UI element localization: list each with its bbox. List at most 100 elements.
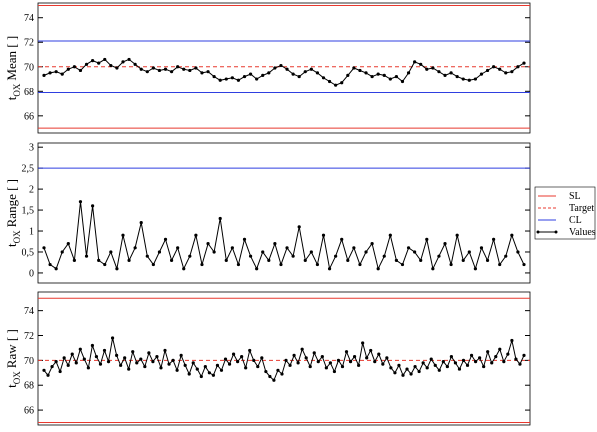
value-point (54, 267, 58, 271)
value-point (285, 246, 289, 250)
value-point (219, 368, 224, 372)
value-point (522, 262, 526, 267)
value-point (449, 71, 453, 75)
value-point (236, 262, 241, 267)
value-point (346, 73, 350, 77)
value-point (123, 356, 127, 360)
value-point (187, 372, 191, 376)
value-point (376, 72, 380, 76)
plot-frame (37, 2, 531, 134)
value-point (106, 360, 111, 364)
value-point (516, 250, 520, 254)
value-point (50, 364, 54, 369)
value-point (159, 366, 163, 370)
value-point (147, 351, 151, 355)
y-tick-label: 3 (29, 143, 34, 154)
value-point (443, 241, 447, 246)
value-point (394, 74, 399, 79)
value-point (437, 254, 441, 258)
value-point (58, 369, 62, 374)
value-point (365, 356, 369, 360)
y-tick-label: 0 (29, 268, 34, 279)
value-point (78, 200, 83, 204)
value-point (473, 77, 477, 81)
value-point (303, 70, 307, 74)
value-point (522, 61, 526, 65)
value-point (473, 267, 477, 271)
value-point (304, 356, 308, 360)
value-point (358, 262, 362, 267)
value-point (171, 358, 175, 362)
value-point (358, 68, 362, 73)
value-point (522, 353, 526, 357)
value-point (115, 267, 119, 271)
value-point (139, 221, 143, 225)
value-point (340, 81, 344, 85)
value-point (206, 70, 210, 74)
value-point (357, 363, 361, 367)
value-point (498, 67, 502, 71)
value-point (110, 336, 115, 340)
value-point (352, 66, 356, 70)
y-tick-label: 72 (24, 38, 34, 49)
value-point (206, 241, 210, 246)
value-point (94, 355, 99, 359)
value-point (327, 79, 332, 84)
value-point (200, 262, 204, 267)
value-point (449, 262, 453, 267)
value-point (244, 366, 248, 370)
value-point (167, 362, 171, 366)
value-point (321, 233, 326, 237)
value-point (261, 250, 265, 254)
value-point (127, 57, 131, 62)
value-point (437, 368, 441, 372)
values-line (43, 337, 525, 382)
value-point (394, 258, 399, 262)
value-point (324, 366, 328, 370)
value-point (157, 68, 162, 73)
value-point (518, 362, 522, 366)
y-label-rest: Range [ ] (4, 179, 19, 227)
value-point (425, 237, 429, 242)
value-point (175, 368, 179, 372)
value-point (98, 362, 103, 366)
value-point (242, 237, 247, 242)
value-point (155, 355, 159, 359)
value-point (413, 60, 417, 64)
legend-label: CL (569, 215, 582, 226)
value-point (272, 378, 276, 382)
value-point (46, 373, 50, 377)
value-point (109, 63, 113, 68)
y-tick-label: 1,5 (22, 206, 35, 217)
value-point (340, 364, 345, 369)
value-point (485, 258, 490, 262)
value-point (388, 233, 392, 237)
value-point (261, 73, 265, 77)
value-point (103, 57, 107, 62)
value-point (231, 352, 236, 356)
value-point (361, 341, 365, 345)
value-point (406, 71, 411, 75)
value-point (284, 358, 288, 362)
value-point (131, 350, 135, 354)
y-label-main: t (4, 243, 19, 247)
value-point (369, 348, 373, 353)
y-label-rest: Mean [ ] (4, 36, 19, 81)
value-point (78, 347, 82, 351)
value-point (291, 72, 295, 76)
plot-frame (37, 142, 531, 284)
value-point (419, 258, 423, 262)
value-point (121, 233, 125, 237)
value-point (84, 62, 89, 66)
value-point (327, 267, 332, 271)
value-point (315, 71, 320, 75)
value-point (400, 262, 405, 267)
y-tick-label: 68 (24, 87, 34, 98)
value-point (42, 246, 46, 250)
value-point (66, 241, 70, 246)
value-point (482, 364, 486, 369)
value-point (248, 254, 253, 258)
value-point (102, 348, 107, 353)
value-point (393, 371, 397, 375)
